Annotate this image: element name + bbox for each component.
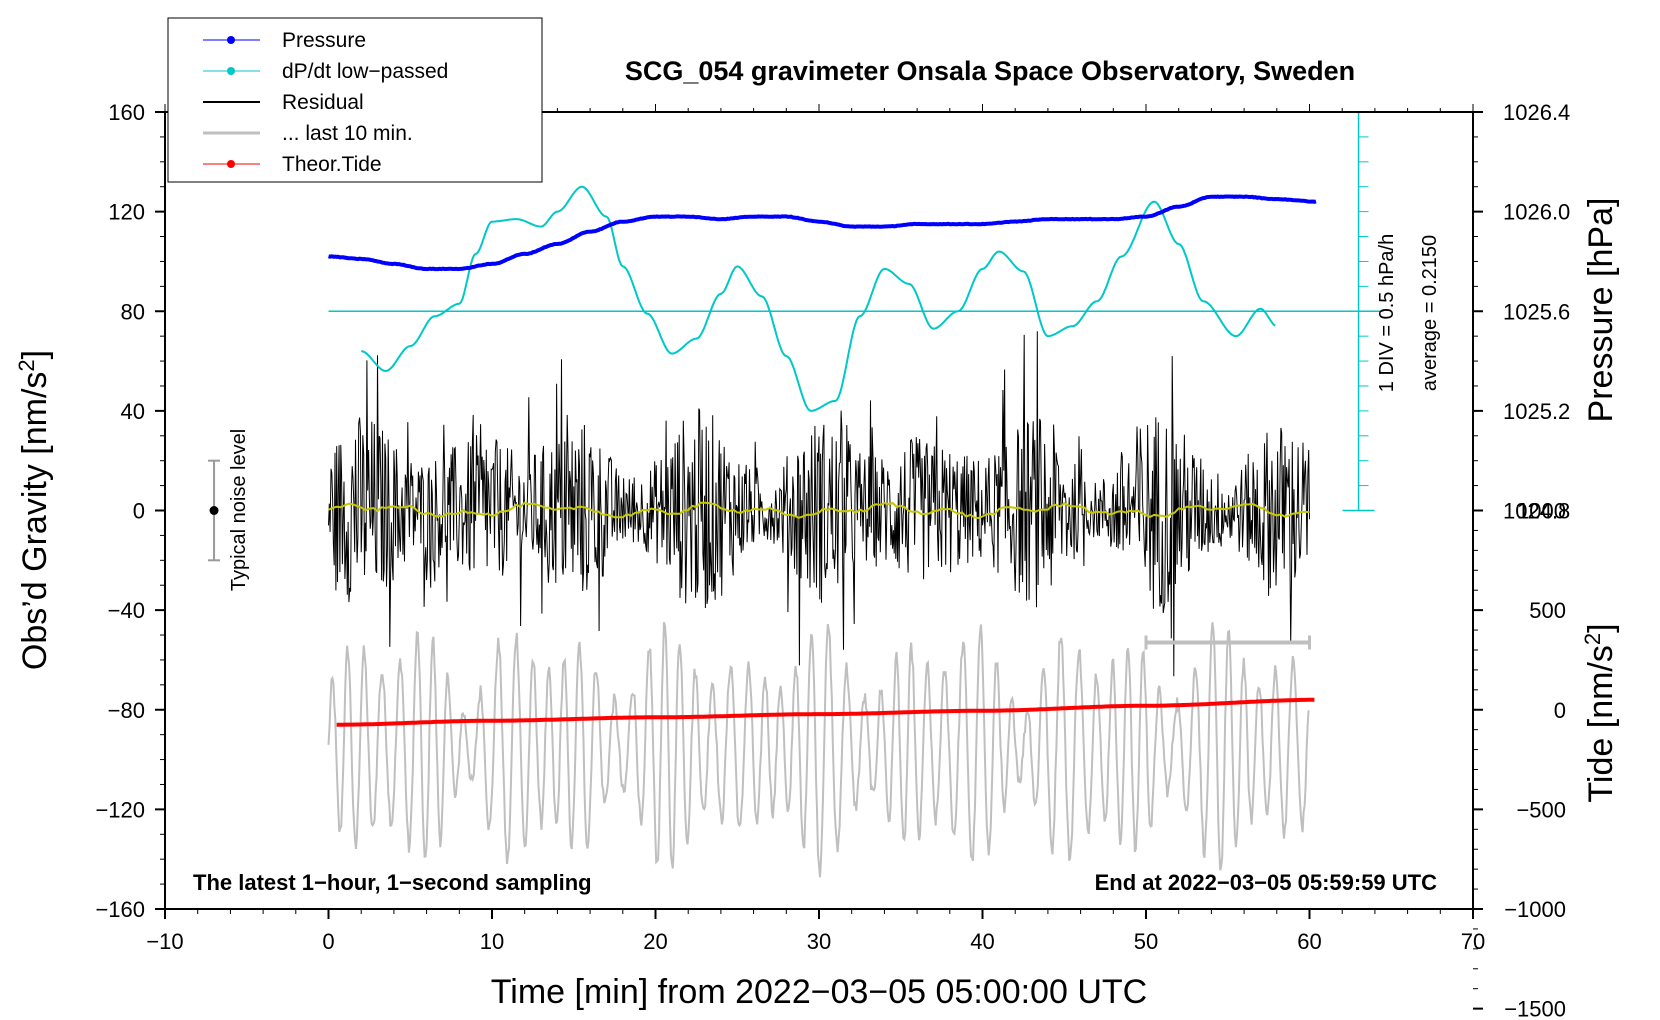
pressure-axis-title: Pressure [hPa] bbox=[1582, 198, 1620, 423]
x-tick-label: 0 bbox=[322, 929, 334, 954]
x-tick-label: 50 bbox=[1134, 929, 1158, 954]
legend-marker bbox=[227, 67, 235, 75]
tide-tick-label: 500 bbox=[1529, 598, 1566, 623]
y-tick-label: 160 bbox=[108, 100, 145, 125]
series-last-10-min-line bbox=[327, 622, 1310, 878]
tide-tick-label: −1500 bbox=[1504, 997, 1566, 1020]
legend-label: ... last 10 min. bbox=[282, 122, 413, 145]
sampling-annotation: The latest 1−hour, 1−second sampling bbox=[193, 870, 592, 895]
series-residual-smoothed-line bbox=[328, 501, 1310, 520]
x-tick-label: 30 bbox=[807, 929, 831, 954]
tide-tick-label: 0 bbox=[1554, 698, 1566, 723]
tide-tick-label: −500 bbox=[1516, 797, 1566, 822]
axes-layer: −10 0 10 20 30 40 50 60 70 −160 −120 −80 −40 0 40 80 120… bbox=[95, 100, 1570, 1020]
y-tick-label: −120 bbox=[95, 797, 145, 822]
legend-items: Pressure dP/dt low−passed Residual ... last… bbox=[203, 29, 448, 176]
legend-label: Theor.Tide bbox=[282, 153, 382, 176]
pressure-tick-label: 1025.6 bbox=[1503, 299, 1570, 324]
end-time-annotation: End at 2022−03−05 05:59:59 UTC bbox=[1095, 870, 1438, 895]
x-tick-label: 40 bbox=[970, 929, 994, 954]
legend-label: Pressure bbox=[282, 29, 366, 52]
legend-marker bbox=[227, 36, 235, 44]
chart-title: SCG_054 gravimeter Onsala Space Observat… bbox=[625, 56, 1355, 86]
y-tick-label: 120 bbox=[108, 200, 145, 225]
noise-level-label: Typical noise level bbox=[228, 429, 250, 591]
noise-bar-dot bbox=[209, 506, 219, 515]
x-tick-label: 20 bbox=[643, 929, 667, 954]
y-tick-label: −40 bbox=[108, 598, 145, 623]
legend-label: dP/dt low−passed bbox=[282, 60, 448, 83]
x-tick-label: 60 bbox=[1297, 929, 1321, 954]
dpdt-average-label: average = 0.2150 bbox=[1419, 235, 1441, 391]
y-tick-label: 80 bbox=[121, 299, 145, 324]
tide-tick-label: −1000 bbox=[1504, 897, 1566, 922]
pressure-tick-label: 1024.8 bbox=[1503, 499, 1570, 524]
pressure-tick-label: 1026.4 bbox=[1503, 100, 1570, 125]
legend: Pressure dP/dt low−passed Residual ... last… bbox=[167, 17, 543, 183]
series-dpdt-line bbox=[361, 185, 1276, 412]
x-tick-label: −10 bbox=[146, 929, 183, 954]
legend-marker bbox=[227, 160, 235, 168]
legend-box bbox=[167, 17, 543, 183]
dpdt-scale-label: 1 DIV = 0.5 hPa/h bbox=[1376, 234, 1398, 392]
tide-axis-title: Tide [nm/s2] bbox=[1580, 623, 1621, 802]
y-axis-title: Obs’d Gravity [nm/s2] bbox=[14, 350, 55, 670]
legend-label: Residual bbox=[282, 91, 364, 114]
x-tick-label: 70 bbox=[1461, 929, 1485, 954]
y-tick-label: −160 bbox=[95, 897, 145, 922]
series-pressure-line bbox=[328, 194, 1317, 272]
pressure-tick-label: 1025.2 bbox=[1503, 399, 1570, 424]
y-tick-label: −80 bbox=[108, 698, 145, 723]
series-layer bbox=[208, 112, 1384, 878]
x-axis-title: Time [min] from 2022−03−05 05:00:00 UTC bbox=[491, 973, 1147, 1011]
series-residual-line bbox=[328, 331, 1310, 677]
series-theor-tide-line bbox=[336, 697, 1315, 727]
y-tick-label: 0 bbox=[133, 499, 145, 524]
tide-tick-label: 1000 bbox=[1517, 499, 1566, 524]
y-tick-label: 40 bbox=[121, 399, 145, 424]
pressure-tick-label: 1026.0 bbox=[1503, 200, 1570, 225]
x-tick-label: 10 bbox=[480, 929, 504, 954]
